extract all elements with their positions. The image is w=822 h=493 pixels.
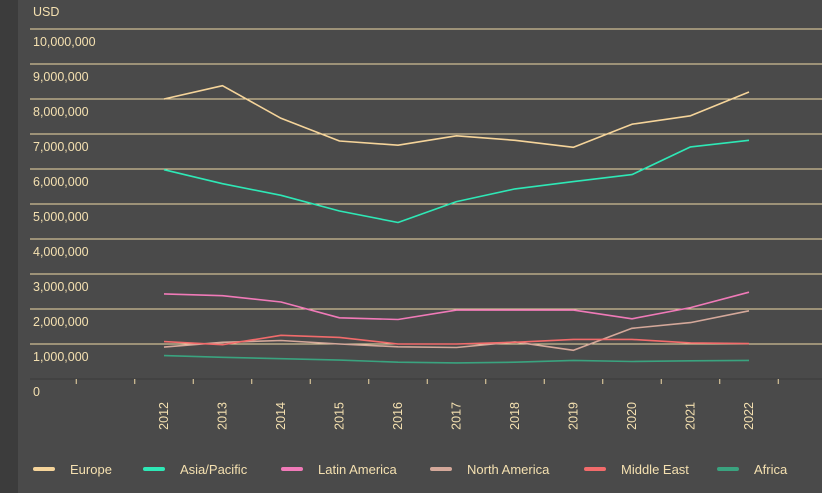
x-tick-label: 2013 [216,402,230,430]
x-axis: 2012 2013 2014 2015 2016 2017 2018 2019 2020 2021… [30,378,822,430]
legend-swatch [584,467,606,471]
x-tick-label: 2015 [333,402,347,430]
legend-label: Europe [70,461,112,477]
legend-label: Middle East [621,461,689,477]
x-tick-label: 2017 [450,402,464,430]
series-lines [163,84,750,364]
x-tick-label: 2021 [684,402,698,430]
legend-swatch [430,467,452,471]
legend-swatch [717,467,739,471]
legend-swatch [143,467,165,471]
y-tick-label: 1,000,000 [33,350,89,364]
y-tick-label: 9,000,000 [33,70,89,84]
series-line-europe [163,84,750,149]
y-tick-label: 4,000,000 [33,245,89,259]
legend-label: North America [467,461,550,477]
x-tick-label: 2019 [567,402,581,430]
series-line-asia-pacific [163,139,750,224]
legend-item: Asia/Pacific [143,458,247,480]
legend-item: Africa [717,458,787,480]
legend-label: Africa [754,461,788,477]
y-axis-ticks: 0 1,000,000 2,000,000 3,000,000 4,000,000 5,0… [33,35,96,399]
x-tick-label: 2020 [625,402,639,430]
y-tick-label: 6,000,000 [33,175,89,189]
legend-swatch [33,467,55,471]
x-tick-label: 2016 [391,402,405,430]
x-tick-label: 2012 [157,402,171,430]
y-tick-label: 3,000,000 [33,280,89,294]
x-tick-label: 2018 [508,402,522,430]
legend-label: Latin America [318,461,397,477]
series-line-africa [163,354,750,364]
x-tick-label: 2022 [742,402,756,430]
y-tick-label: 2,000,000 [33,315,89,329]
y-tick-label: 5,000,000 [33,210,89,224]
legend-item: Latin America [281,458,397,480]
series-line-latin-america [163,291,750,321]
legend: Europe Asia/Pacific Latin America North Ame… [0,458,822,482]
y-axis-unit-label: USD [33,5,59,19]
legend-swatch [281,467,303,471]
y-tick-label: 8,000,000 [33,105,89,119]
series-line-middle-east [163,334,750,346]
legend-item: Middle East [584,458,689,480]
legend-item: North America [430,458,549,480]
y-tick-label: 7,000,000 [33,140,89,154]
left-edge-bar [0,0,18,493]
x-tick-label: 2014 [274,402,288,430]
legend-label: Asia/Pacific [180,461,248,477]
y-tick-label: 10,000,000 [33,35,96,49]
series-line-north-america [163,310,750,352]
y-tick-label: 0 [33,385,40,399]
legend-item: Europe [33,458,112,480]
grid-lines [30,28,822,345]
